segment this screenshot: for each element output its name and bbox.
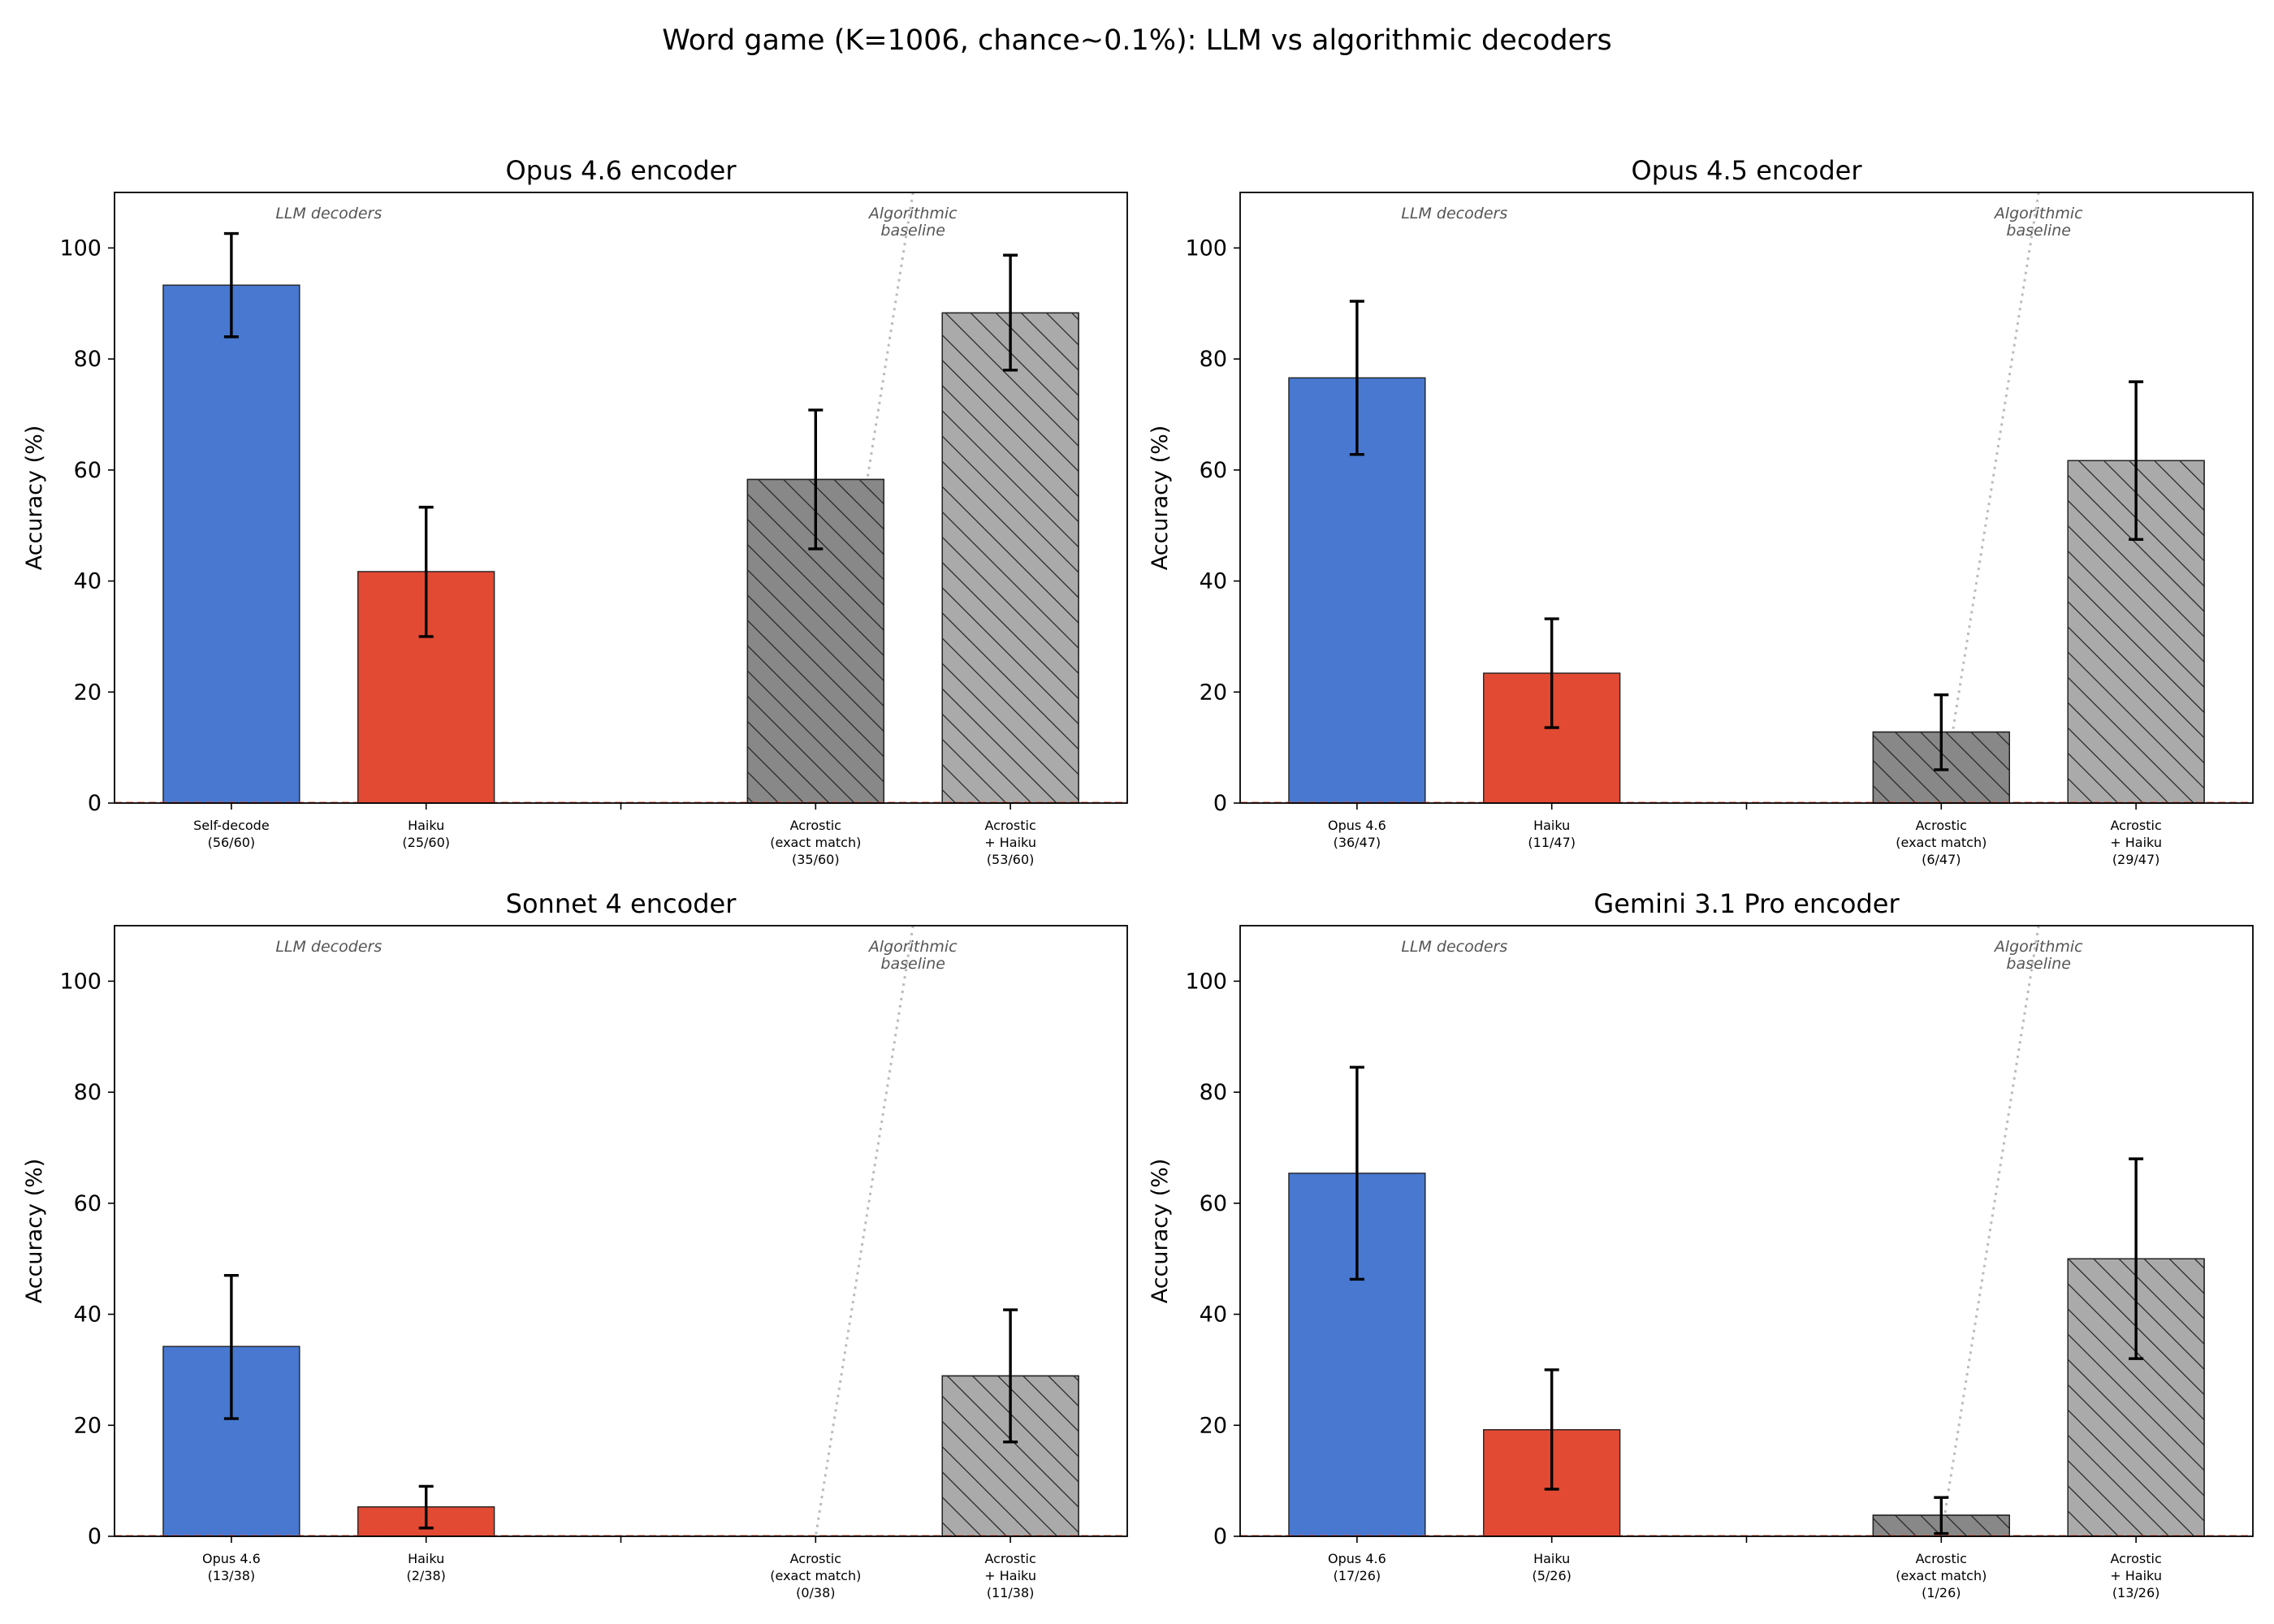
y-tick-label: 40 <box>74 569 102 594</box>
x-tick-label: Haiku <box>408 818 444 833</box>
section-label-algorithmic: Algorithmic <box>1993 938 2083 956</box>
y-tick-label: 20 <box>74 680 102 705</box>
x-tick-label: (exact match) <box>770 835 861 850</box>
x-tick-label: Acrostic <box>984 1551 1035 1566</box>
y-tick-label: 0 <box>1213 791 1227 816</box>
y-tick-label: 100 <box>1185 235 1227 261</box>
y-tick-label: 100 <box>59 235 102 261</box>
section-label-algorithmic: baseline <box>880 955 945 973</box>
y-tick-label: 40 <box>74 1302 102 1328</box>
section-label-llm: LLM decoders <box>275 938 382 956</box>
x-tick-label: Opus 4.6 <box>1328 1551 1386 1566</box>
y-tick-label: 40 <box>1200 1302 1227 1328</box>
x-tick-label: Acrostic <box>2110 1551 2161 1566</box>
x-tick-label: (2/38) <box>406 1568 445 1583</box>
chart-title: Opus 4.6 encoder <box>506 155 737 186</box>
y-tick-label: 20 <box>1200 1413 1227 1438</box>
bar-hatch <box>941 312 1079 804</box>
chart-panel-2: Opus 4.5 encoder Accuracy (%) 0 20 40 60 80 100… <box>1148 155 2254 867</box>
section-label-algorithmic: baseline <box>2006 222 2071 240</box>
x-tick-label: (exact match) <box>1896 1568 1987 1583</box>
y-tick-label: 40 <box>1200 569 1227 594</box>
section-label-llm: LLM decoders <box>1401 205 1507 222</box>
x-tick-label: (6/47) <box>1922 852 1961 867</box>
section-label-algorithmic: baseline <box>2006 955 2071 973</box>
x-tick-label: (13/26) <box>2112 1585 2160 1600</box>
plot-frame <box>114 192 1128 804</box>
x-tick-label: Self-decode <box>193 818 270 833</box>
x-tick-label: Acrostic <box>1916 1551 1967 1566</box>
x-tick-label: Haiku <box>408 1551 444 1566</box>
section-label-algorithmic: Algorithmic <box>1993 205 2083 222</box>
y-tick-label: 80 <box>1200 347 1227 372</box>
x-tick-label: (5/26) <box>1532 1568 1571 1583</box>
x-tick-label: (exact match) <box>770 1568 861 1583</box>
x-tick-label: Acrostic <box>790 1551 841 1566</box>
y-tick-label: 60 <box>1200 458 1227 483</box>
y-tick-label: 0 <box>88 1524 102 1549</box>
section-label-algorithmic: Algorithmic <box>867 205 958 222</box>
x-tick-label: (11/47) <box>1528 835 1576 850</box>
plot-frame <box>1239 925 2254 1537</box>
x-tick-label: (36/47) <box>1334 835 1381 850</box>
x-tick-label: + Haiku <box>2110 1568 2162 1583</box>
x-tick-label: Acrostic <box>1916 818 1967 833</box>
x-tick-label: (1/26) <box>1922 1585 1961 1600</box>
chart-title: Opus 4.5 encoder <box>1632 155 1863 186</box>
x-tick-label: + Haiku <box>984 1568 1036 1583</box>
section-label-llm: LLM decoders <box>1401 938 1507 956</box>
y-tick-label: 60 <box>74 1191 102 1216</box>
x-tick-label: Haiku <box>1533 1551 1570 1566</box>
x-tick-label: (0/38) <box>796 1585 835 1600</box>
x-tick-label: Acrostic <box>2110 818 2161 833</box>
x-tick-label: Haiku <box>1533 818 1570 833</box>
y-tick-label: 60 <box>1200 1191 1227 1216</box>
plot-frame <box>114 925 1128 1537</box>
y-tick-label: 0 <box>1213 1524 1227 1549</box>
y-axis-label: Accuracy (%) <box>22 1159 47 1304</box>
x-tick-label: (exact match) <box>1896 835 1987 850</box>
x-tick-label: Opus 4.6 <box>202 1551 261 1566</box>
chart-panel-4: Gemini 3.1 Pro encoder Accuracy (%) 0 20 40 6… <box>1148 888 2254 1600</box>
section-divider <box>814 925 914 1537</box>
y-tick-label: 20 <box>74 1413 102 1438</box>
section-divider <box>1939 925 2040 1537</box>
section-label-algorithmic: baseline <box>880 222 945 240</box>
x-tick-label: (11/38) <box>987 1585 1035 1600</box>
chart-title: Gemini 3.1 Pro encoder <box>1593 888 1900 919</box>
x-tick-label: + Haiku <box>984 835 1036 850</box>
x-tick-label: (13/38) <box>208 1568 256 1583</box>
x-tick-label: (53/60) <box>987 852 1035 867</box>
x-tick-label: Acrostic <box>790 818 841 833</box>
y-axis-label: Accuracy (%) <box>22 425 47 571</box>
chart-panel-1: Opus 4.6 encoder Accuracy (%) 0 20 40 60 80 100… <box>22 155 1128 867</box>
figure-title: Word game (K=1006, chance~0.1%): LLM vs … <box>662 24 1612 57</box>
x-tick-label: Opus 4.6 <box>1328 818 1386 833</box>
chart-panel-3: Sonnet 4 encoder Accuracy (%) 0 20 40 60 80 100… <box>22 888 1128 1600</box>
section-divider <box>1939 192 2040 804</box>
x-tick-label: (29/47) <box>2112 852 2160 867</box>
section-label-algorithmic: Algorithmic <box>867 938 958 956</box>
y-tick-label: 0 <box>88 791 102 816</box>
y-tick-label: 20 <box>1200 680 1227 705</box>
y-axis-label: Accuracy (%) <box>1148 425 1173 571</box>
y-tick-label: 80 <box>74 1080 102 1105</box>
x-tick-label: (56/60) <box>208 835 256 850</box>
x-tick-label: (35/60) <box>792 852 840 867</box>
plot-frame <box>1239 192 2254 804</box>
x-tick-label: (17/26) <box>1334 1568 1381 1583</box>
y-tick-label: 80 <box>1200 1080 1227 1105</box>
x-tick-label: Acrostic <box>984 818 1035 833</box>
y-axis-label: Accuracy (%) <box>1148 1159 1173 1304</box>
x-tick-label: (25/60) <box>402 835 450 850</box>
chart-title: Sonnet 4 encoder <box>506 888 737 919</box>
y-tick-label: 100 <box>59 969 102 994</box>
y-tick-label: 80 <box>74 347 102 372</box>
x-tick-label: + Haiku <box>2110 835 2162 850</box>
y-tick-label: 60 <box>74 458 102 483</box>
section-label-llm: LLM decoders <box>275 205 382 222</box>
bar <box>162 284 300 804</box>
y-tick-label: 100 <box>1185 969 1227 994</box>
